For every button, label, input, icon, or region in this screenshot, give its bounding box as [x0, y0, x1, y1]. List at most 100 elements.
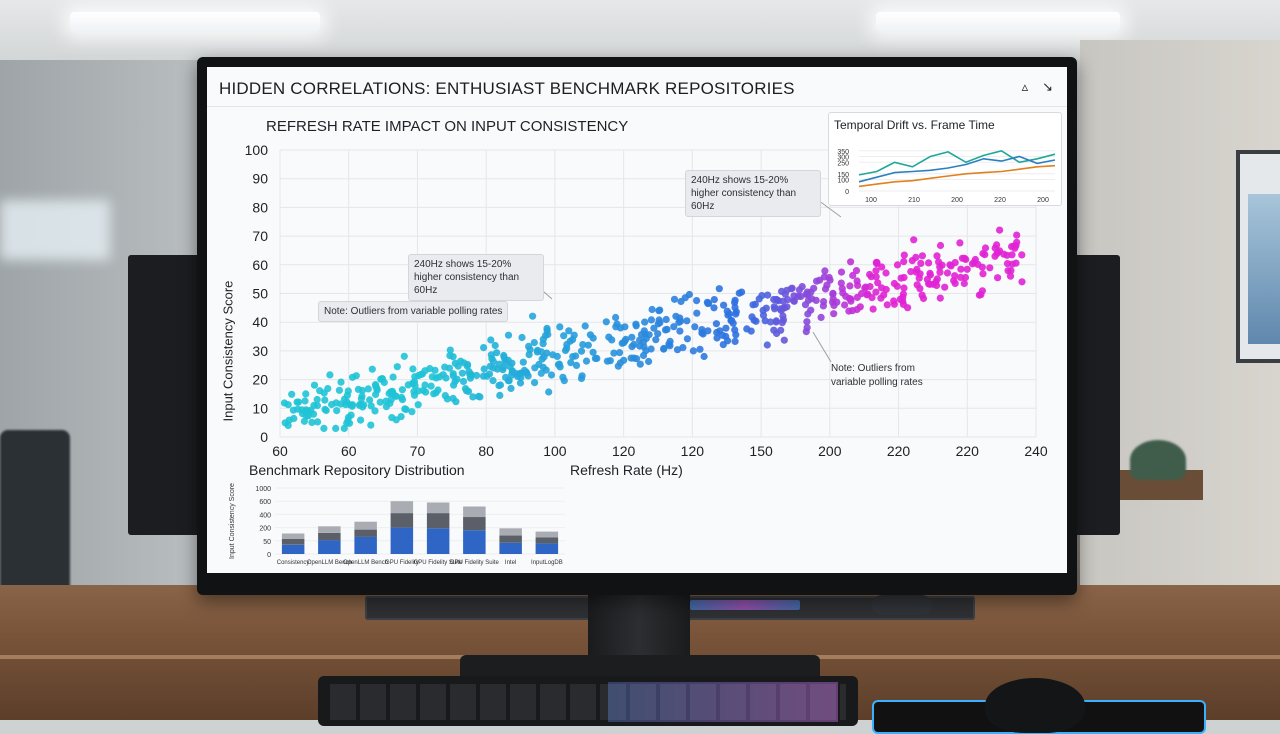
scatter-point	[847, 295, 855, 303]
monitor-screen: HIDDEN CORRELATIONS: ENTHUSIAST BENCHMAR…	[207, 67, 1067, 573]
scatter-point	[392, 416, 400, 424]
scatter-point	[747, 327, 755, 335]
bar-segment	[354, 529, 377, 537]
scatter-point	[841, 301, 849, 309]
scatter-point	[489, 377, 497, 385]
scatter-point	[722, 324, 730, 332]
scatter-point	[693, 297, 701, 305]
scatter-point	[467, 370, 475, 378]
scatter-point	[978, 287, 987, 295]
bar-segment	[463, 517, 486, 531]
scatter-point	[354, 385, 362, 393]
scatter-point	[991, 252, 999, 260]
scatter-point	[432, 389, 440, 397]
scatter-point	[616, 324, 625, 332]
scatter-point	[900, 251, 908, 259]
scatter-point	[489, 357, 497, 365]
scatter-point	[943, 269, 952, 277]
scatter-point	[656, 306, 664, 314]
bar-category-label: OpenLLM Bench	[307, 560, 352, 566]
scatter-point	[449, 372, 457, 380]
scatter-point	[333, 407, 341, 415]
bar-segment	[499, 542, 522, 554]
scatter-point	[288, 390, 296, 398]
scatter-point	[719, 341, 727, 349]
bar-segment	[535, 537, 559, 544]
scatter-point	[602, 318, 610, 326]
collapse-icon[interactable]: ▵	[1021, 79, 1029, 94]
scatter-point	[326, 371, 334, 379]
scatter-point	[808, 295, 816, 303]
scatter-point	[816, 276, 824, 284]
scatter-point	[652, 336, 660, 344]
scatter-point	[491, 341, 499, 350]
bar-segment	[281, 544, 305, 554]
scatter-point	[727, 317, 735, 325]
x-tick-label: 80	[478, 443, 494, 459]
scatter-point	[300, 417, 308, 425]
scatter-point	[647, 345, 655, 353]
scatter-point	[666, 342, 674, 350]
scatter-point	[772, 317, 780, 325]
scatter-point	[804, 310, 812, 318]
scatter-point	[639, 351, 648, 360]
scatter-point	[496, 381, 505, 389]
y-tick-label: 90	[252, 171, 268, 187]
scatter-point	[603, 357, 611, 365]
inset-x-tick: 220	[994, 197, 1006, 204]
title-divider	[207, 106, 1067, 107]
scatter-point	[408, 408, 416, 416]
scatter-point	[900, 284, 908, 292]
wall-art	[1236, 150, 1280, 363]
scatter-point	[469, 393, 477, 401]
scatter-point	[900, 273, 908, 282]
x-tick-label: 70	[410, 443, 426, 459]
scatter-point	[535, 360, 543, 369]
scatter-point	[367, 421, 375, 429]
scatter-point	[1013, 231, 1021, 239]
scatter-point	[696, 345, 704, 353]
scatter-point	[821, 267, 829, 275]
scatter-point	[874, 279, 882, 287]
bar-segment	[318, 526, 341, 533]
scatter-point	[1008, 260, 1016, 268]
scatter-point	[464, 360, 472, 369]
scatter-point	[556, 323, 564, 331]
scatter-point	[1008, 243, 1016, 251]
bar-segment	[499, 535, 522, 543]
bar-segment	[426, 502, 450, 514]
scatter-point	[366, 396, 374, 404]
y-tick-label: 70	[252, 228, 268, 244]
scatter-point	[893, 261, 902, 269]
scatter-point	[926, 271, 935, 279]
scatter-point	[941, 283, 949, 291]
bar-y-tick: 50	[263, 539, 271, 546]
scatter-point	[712, 320, 720, 328]
scatter-point	[917, 259, 925, 267]
expand-icon[interactable]: ↘	[1042, 79, 1053, 94]
scatter-point	[480, 344, 488, 352]
bar-segment	[318, 540, 341, 554]
scatter-point	[837, 279, 845, 287]
scatter-point	[645, 357, 653, 366]
inset-x-tick: 200	[951, 197, 963, 204]
scatter-point	[821, 285, 830, 293]
scatter-point	[337, 378, 345, 386]
scatter-point	[559, 373, 567, 381]
ceiling-light-right	[876, 12, 1120, 32]
y-tick-label: 60	[252, 257, 268, 273]
scatter-point	[731, 337, 739, 345]
inset-line-chart: Temporal Drift vs. Frame Time 0 100 150 250…	[828, 112, 1062, 206]
scatter-point	[642, 334, 650, 343]
bar-segment	[426, 513, 450, 529]
scatter-point	[577, 374, 586, 383]
scatter-point	[979, 249, 987, 258]
scatter-point	[441, 363, 449, 371]
scatter-point	[900, 258, 908, 266]
scatter-point	[853, 277, 861, 285]
scatter-point	[676, 327, 684, 335]
annotation-outliers-right: Note: Outliers from variable polling rat…	[831, 363, 923, 388]
scatter-point	[882, 269, 890, 277]
scatter-point	[781, 304, 789, 312]
scatter-point	[321, 396, 329, 404]
